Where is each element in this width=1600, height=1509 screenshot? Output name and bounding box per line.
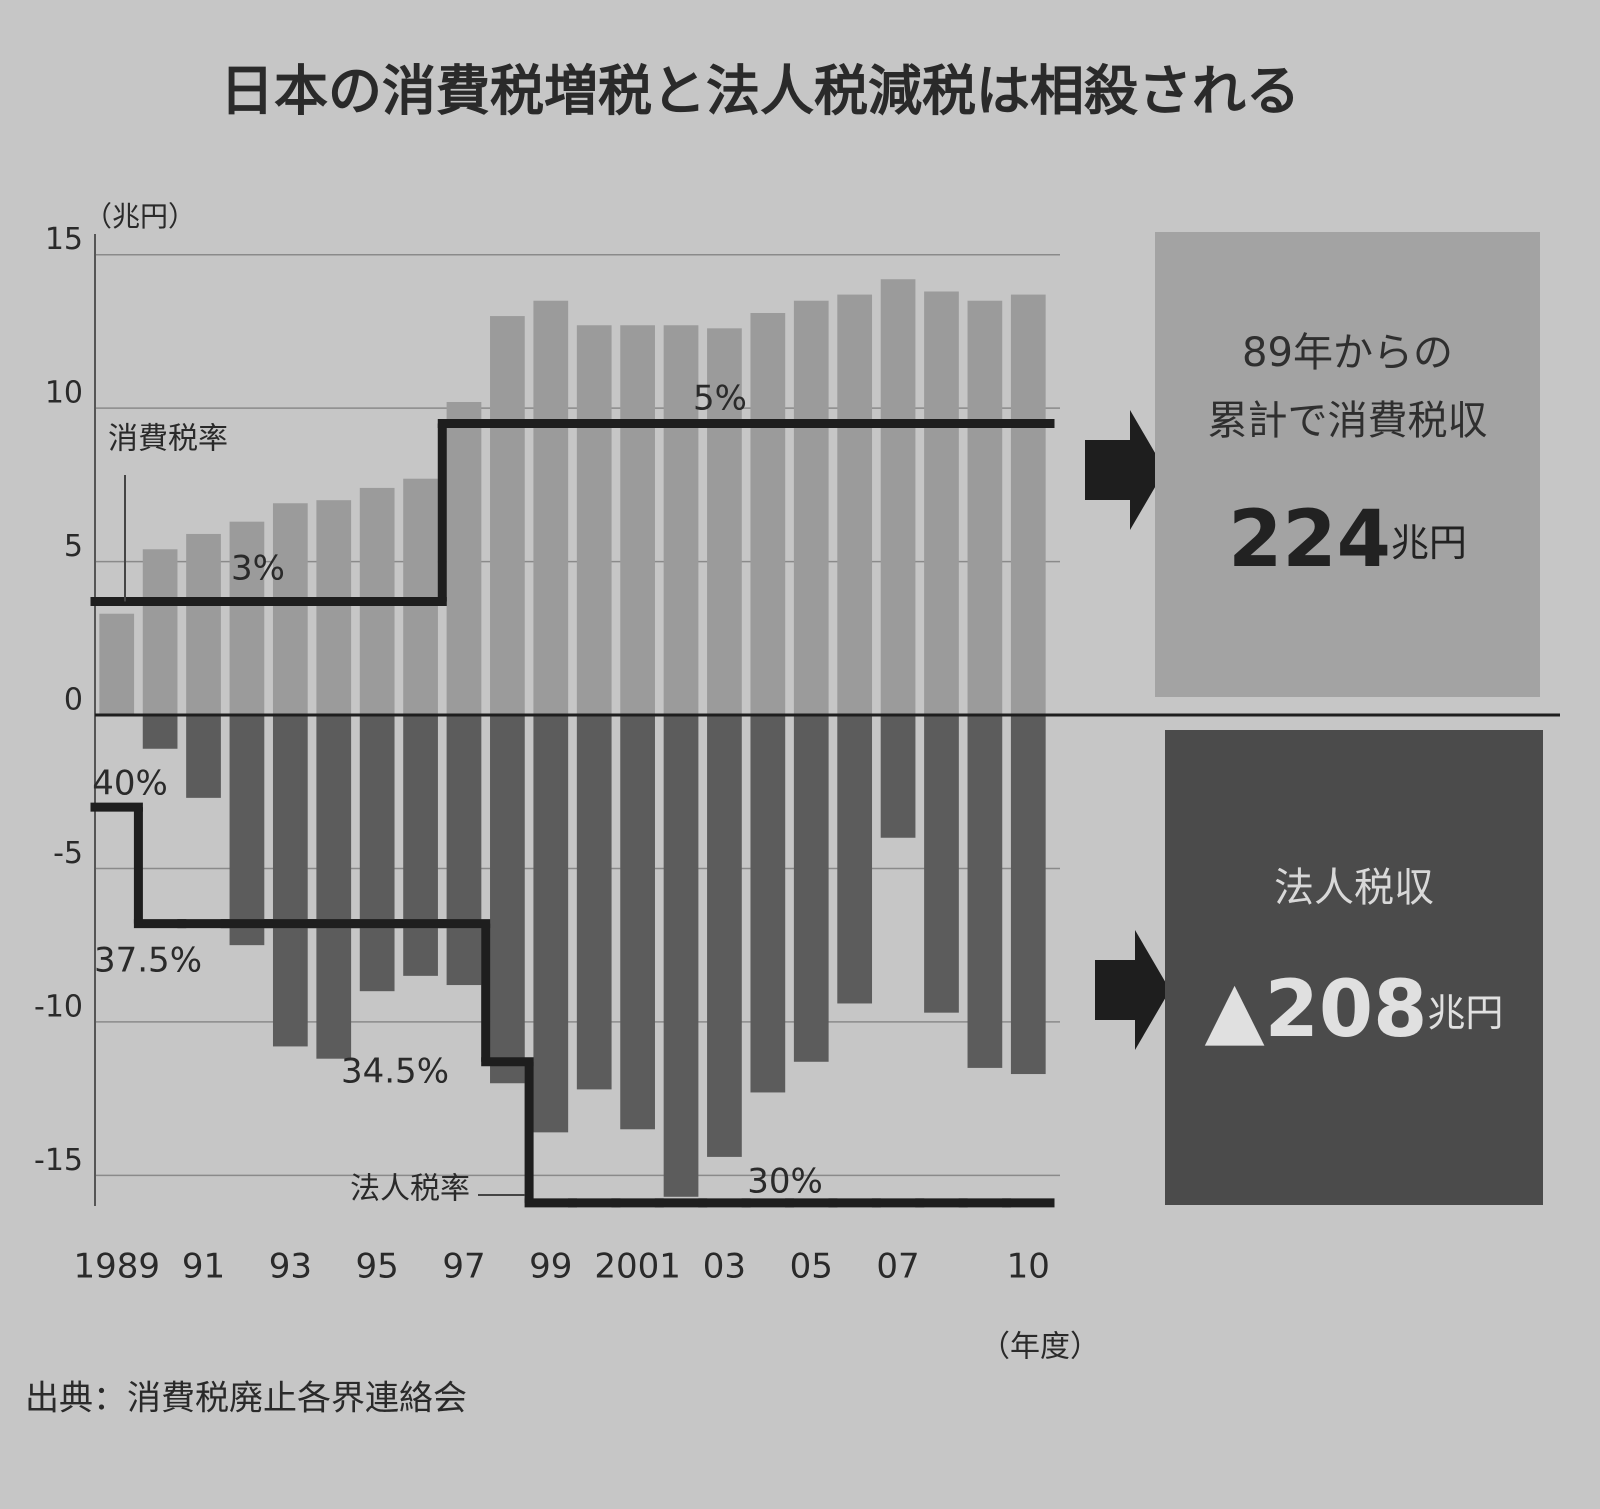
summary-amount-value: 224	[1228, 495, 1391, 585]
bar	[229, 715, 265, 946]
bar	[924, 715, 959, 1013]
arrow	[1095, 930, 1170, 1050]
bar	[707, 715, 742, 1157]
x-tick-label: 95	[356, 1247, 399, 1287]
x-unit: （年度）	[980, 1330, 1100, 1365]
summary-text: 89年からの	[1242, 330, 1453, 376]
y-tick-label: -10	[34, 989, 83, 1024]
bar	[533, 715, 569, 1133]
bar	[1010, 294, 1046, 715]
bar	[446, 401, 482, 715]
bar	[403, 715, 438, 976]
rate-annotation: 34.5%	[341, 1052, 449, 1092]
x-tick-label: 10	[1007, 1247, 1050, 1287]
bar	[272, 503, 308, 715]
bar	[316, 500, 352, 715]
summary-text: 累計で消費税収	[1208, 398, 1488, 444]
bar	[142, 549, 178, 715]
bar	[707, 328, 742, 715]
bar	[142, 715, 178, 749]
y-tick-label: 0	[64, 683, 83, 718]
bar	[924, 291, 959, 715]
summary-amount-value: ▲208	[1205, 965, 1428, 1055]
bar	[793, 300, 829, 715]
bar	[880, 715, 916, 838]
summary-text: 法人税収	[1274, 865, 1434, 911]
x-tick-label: 05	[790, 1247, 833, 1287]
y-tick-label: -5	[53, 836, 83, 871]
bar	[186, 533, 221, 715]
arrow	[1085, 410, 1165, 530]
x-tick-label: 2001	[594, 1247, 681, 1287]
x-tick-label: 07	[876, 1247, 919, 1287]
rate-annotation: 37.5%	[94, 941, 202, 981]
bar	[186, 715, 221, 798]
bar	[490, 715, 525, 1084]
x-tick-label: 03	[703, 1247, 746, 1287]
bar	[403, 478, 438, 715]
y-tick-label: 15	[45, 222, 83, 257]
bar	[359, 715, 395, 992]
rate-annotation: 5%	[693, 379, 747, 419]
summary-amount-unit: 兆円	[1427, 991, 1503, 1035]
bar	[663, 715, 699, 1197]
bar	[576, 715, 612, 1090]
bar	[793, 715, 829, 1062]
rate-annotation: 3%	[231, 549, 285, 589]
bar	[620, 325, 655, 715]
bar	[1010, 715, 1046, 1075]
bar	[663, 325, 699, 715]
bar	[880, 279, 916, 715]
bar	[750, 312, 786, 715]
summary-amount-unit: 兆円	[1391, 521, 1467, 565]
bar	[967, 715, 1003, 1068]
y-tick-label: 10	[45, 376, 83, 411]
summary-box	[1155, 232, 1540, 697]
x-tick-label: 99	[529, 1247, 572, 1287]
bar	[272, 715, 308, 1047]
y-tick-label: 5	[64, 529, 83, 564]
rate-annotation: 40%	[92, 764, 168, 804]
source: 出典：消費税廃止各界連絡会	[25, 1379, 467, 1419]
x-tick-label: 91	[182, 1247, 225, 1287]
summary-amount: 224兆円	[1228, 495, 1467, 585]
summary-box	[1165, 730, 1543, 1205]
bar	[533, 300, 569, 715]
bar	[490, 316, 525, 715]
rate-annotation: 30%	[747, 1162, 823, 1202]
y-unit: （兆円）	[84, 200, 196, 233]
y-tick-label: -15	[34, 1143, 83, 1178]
bar	[446, 715, 482, 986]
bar	[316, 715, 352, 1059]
x-tick-label: 93	[269, 1247, 312, 1287]
rate-line-label: 法人税率	[350, 1172, 470, 1207]
rate-line-label: 消費税率	[108, 422, 228, 457]
bar	[967, 300, 1003, 715]
x-tick-label: 1989	[73, 1247, 160, 1287]
bar	[837, 294, 873, 715]
bar	[837, 715, 873, 1004]
bar	[620, 715, 655, 1130]
bar	[750, 715, 786, 1093]
chart-title: 日本の消費税増税と法人税減税は相殺される	[220, 60, 1300, 123]
summary-amount: ▲208兆円	[1205, 965, 1504, 1055]
bar	[229, 521, 265, 715]
bar	[576, 325, 612, 715]
x-tick-label: 97	[442, 1247, 485, 1287]
bar	[99, 613, 135, 715]
